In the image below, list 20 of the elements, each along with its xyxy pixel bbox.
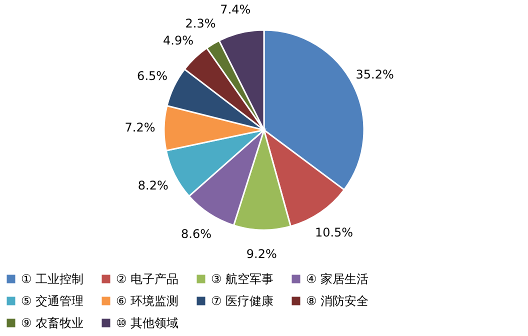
legend-label: ③ 航空军事 <box>211 272 274 286</box>
legend-label: ② 电子产品 <box>116 272 179 286</box>
legend-label: ④ 家居生活 <box>306 272 369 286</box>
data-label: 7.4% <box>220 2 251 16</box>
legend-label: ⑨ 农畜牧业 <box>21 316 84 330</box>
data-label: 10.5% <box>314 225 354 240</box>
data-label: 8.6% <box>180 226 212 241</box>
data-label: 35.2% <box>356 67 394 82</box>
data-label: 2.3% <box>185 16 216 30</box>
data-label: 8.2% <box>138 178 168 193</box>
legend-label: ⑩ 其他领域 <box>116 316 179 330</box>
data-label: 6.5% <box>137 69 168 84</box>
legend-label: ⑦ 医疗健康 <box>211 294 274 308</box>
data-label: 9.2% <box>246 246 277 261</box>
legend-label: ⑥ 环境监测 <box>116 294 179 308</box>
data-label: 4.9% <box>163 33 194 48</box>
legend-label: ⑤ 交通管理 <box>21 294 84 308</box>
data-label: 7.2% <box>124 120 156 135</box>
legend-label: ⑧ 消防安全 <box>306 294 369 308</box>
legend-label: ① 工业控制 <box>21 272 84 286</box>
